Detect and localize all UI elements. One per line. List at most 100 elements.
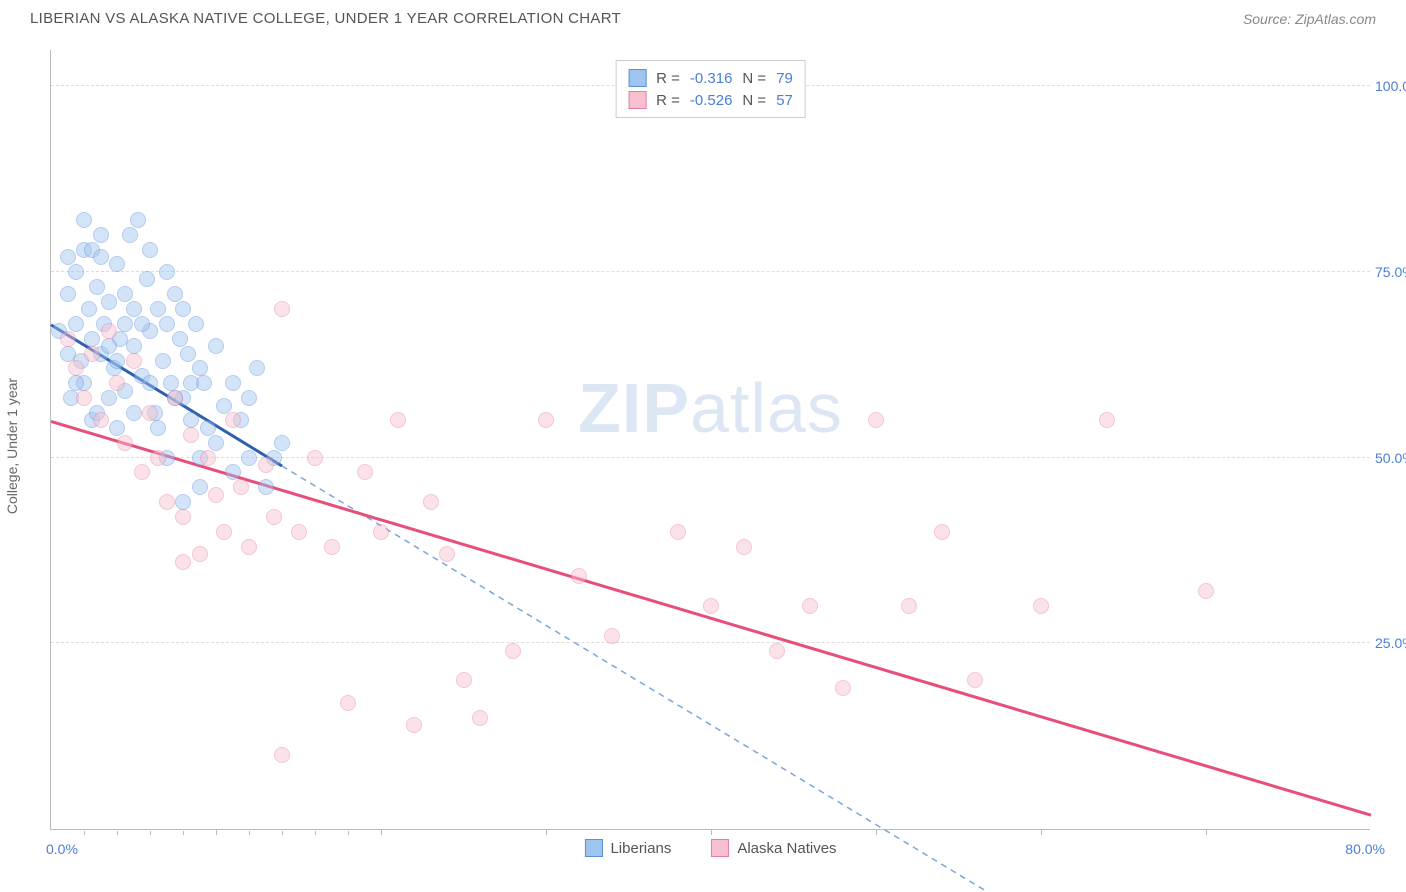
data-point-liberians: [126, 301, 142, 317]
data-point-liberians: [130, 212, 146, 228]
data-point-alaska: [200, 450, 216, 466]
data-point-alaska: [703, 598, 719, 614]
data-point-liberians: [175, 301, 191, 317]
data-point-alaska: [216, 524, 232, 540]
r-label: R =: [656, 92, 680, 109]
data-point-alaska: [68, 360, 84, 376]
x-tick: [315, 831, 316, 835]
header-bar: LIBERIAN VS ALASKA NATIVE COLLEGE, UNDER…: [0, 0, 1406, 27]
x-tick: [348, 831, 349, 835]
data-point-alaska: [167, 390, 183, 406]
y-tick-label: 50.0%: [1375, 450, 1406, 466]
data-point-liberians: [274, 435, 290, 451]
data-point-alaska: [150, 450, 166, 466]
y-axis-label: College, Under 1 year: [4, 378, 20, 514]
data-point-alaska: [159, 494, 175, 510]
y-tick-label: 75.0%: [1375, 264, 1406, 280]
y-tick-label: 25.0%: [1375, 635, 1406, 651]
data-point-alaska: [1033, 598, 1049, 614]
x-tick: [282, 831, 283, 835]
data-point-alaska: [472, 710, 488, 726]
data-point-liberians: [89, 279, 105, 295]
data-point-alaska: [192, 546, 208, 562]
data-point-liberians: [93, 227, 109, 243]
data-point-alaska: [802, 598, 818, 614]
n-label: N =: [742, 70, 766, 87]
data-point-liberians: [200, 420, 216, 436]
data-point-liberians: [126, 338, 142, 354]
source-attribution: Source: ZipAtlas.com: [1243, 11, 1376, 27]
data-point-alaska: [670, 524, 686, 540]
data-point-alaska: [60, 331, 76, 347]
data-point-alaska: [241, 539, 257, 555]
data-point-alaska: [258, 457, 274, 473]
data-point-liberians: [76, 212, 92, 228]
x-max-label: 80.0%: [1345, 841, 1385, 857]
data-point-liberians: [142, 375, 158, 391]
data-point-liberians: [68, 316, 84, 332]
chart-plot-area: ZIPatlas 25.0%50.0%75.0%100.0% R = -0.31…: [50, 50, 1370, 830]
data-point-liberians: [109, 420, 125, 436]
data-point-alaska: [538, 412, 554, 428]
x-tick: [150, 831, 151, 835]
data-point-alaska: [1198, 583, 1214, 599]
data-point-liberians: [183, 412, 199, 428]
data-point-liberians: [172, 331, 188, 347]
data-point-alaska: [1099, 412, 1115, 428]
data-point-alaska: [439, 546, 455, 562]
x-origin-label: 0.0%: [46, 841, 78, 857]
data-point-alaska: [126, 353, 142, 369]
data-point-liberians: [122, 227, 138, 243]
n-label: N =: [742, 92, 766, 109]
r-label: R =: [656, 70, 680, 87]
data-point-liberians: [60, 249, 76, 265]
data-point-alaska: [175, 509, 191, 525]
data-point-liberians: [241, 450, 257, 466]
data-point-liberians: [183, 375, 199, 391]
data-point-liberians: [142, 242, 158, 258]
data-point-alaska: [390, 412, 406, 428]
data-point-liberians: [225, 464, 241, 480]
legend-label-liberians: Liberians: [610, 840, 671, 857]
correlation-legend: R = -0.316 N = 79 R = -0.526 N = 57: [615, 60, 806, 118]
x-tick: [183, 831, 184, 835]
data-point-alaska: [406, 717, 422, 733]
data-point-liberians: [117, 286, 133, 302]
data-point-alaska: [901, 598, 917, 614]
data-point-liberians: [163, 375, 179, 391]
legend-row-alaska: R = -0.526 N = 57: [628, 89, 793, 111]
data-point-liberians: [84, 331, 100, 347]
data-point-alaska: [183, 427, 199, 443]
data-point-alaska: [736, 539, 752, 555]
data-point-liberians: [109, 353, 125, 369]
trend-line: [51, 421, 1371, 815]
x-tick: [249, 831, 250, 835]
data-point-liberians: [241, 390, 257, 406]
data-point-liberians: [101, 338, 117, 354]
data-point-liberians: [188, 316, 204, 332]
data-point-liberians: [101, 390, 117, 406]
data-point-alaska: [868, 412, 884, 428]
data-point-liberians: [167, 286, 183, 302]
swatch-liberians: [628, 69, 646, 87]
data-point-liberians: [192, 479, 208, 495]
data-point-alaska: [967, 672, 983, 688]
data-point-alaska: [934, 524, 950, 540]
swatch-alaska: [628, 91, 646, 109]
data-point-alaska: [134, 464, 150, 480]
data-point-liberians: [192, 360, 208, 376]
data-point-liberians: [216, 398, 232, 414]
data-point-alaska: [835, 680, 851, 696]
data-point-liberians: [249, 360, 265, 376]
data-point-alaska: [505, 643, 521, 659]
data-point-liberians: [117, 316, 133, 332]
n-value-alaska: 57: [776, 92, 793, 109]
data-point-alaska: [357, 464, 373, 480]
r-value-liberians: -0.316: [690, 70, 733, 87]
legend-label-alaska: Alaska Natives: [737, 840, 836, 857]
y-tick-label: 100.0%: [1375, 78, 1406, 94]
data-point-alaska: [307, 450, 323, 466]
data-point-liberians: [68, 375, 84, 391]
data-point-alaska: [340, 695, 356, 711]
data-point-liberians: [60, 286, 76, 302]
